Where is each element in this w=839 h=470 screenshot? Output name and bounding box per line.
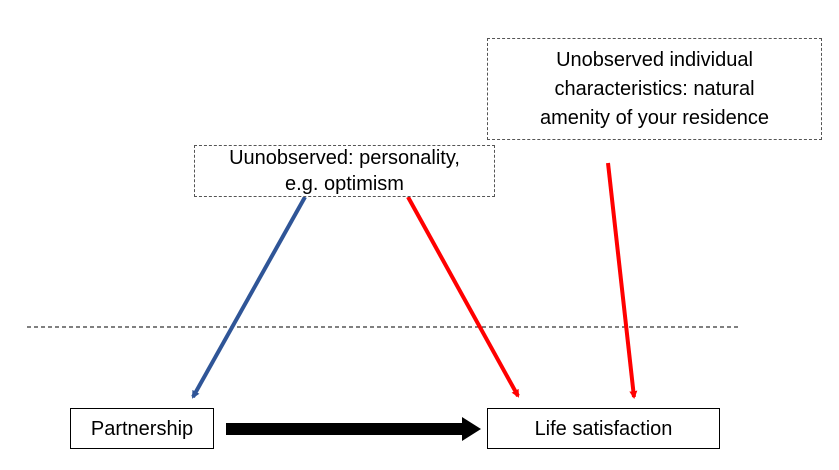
arrow-personality-to-life-satisfaction [406, 196, 520, 398]
node-personality-line-2: e.g. optimism [285, 172, 404, 195]
node-partnership-label: Partnership [90, 417, 194, 440]
node-personality-line-1: Uunobserved: personality, [229, 147, 460, 169]
node-amenity-line-2: characteristics: natural [554, 78, 755, 100]
node-personality: Uunobserved: personality, e.g. optimism [194, 145, 495, 197]
node-life-satisfaction: Life satisfaction [487, 408, 720, 449]
node-amenity: Unobserved individual characteristics: n… [487, 38, 822, 140]
node-partnership: Partnership [70, 408, 214, 449]
arrow-personality-to-partnership [191, 196, 307, 399]
node-amenity-line-1: Unobserved individual [556, 49, 753, 71]
arrow-amenity-to-life-satisfaction [606, 162, 638, 399]
node-life-satisfaction-label: Life satisfaction [534, 417, 673, 440]
arrow-partnership-to-life-satisfaction [226, 417, 481, 441]
node-amenity-line-3: amenity of your residence [539, 107, 769, 129]
